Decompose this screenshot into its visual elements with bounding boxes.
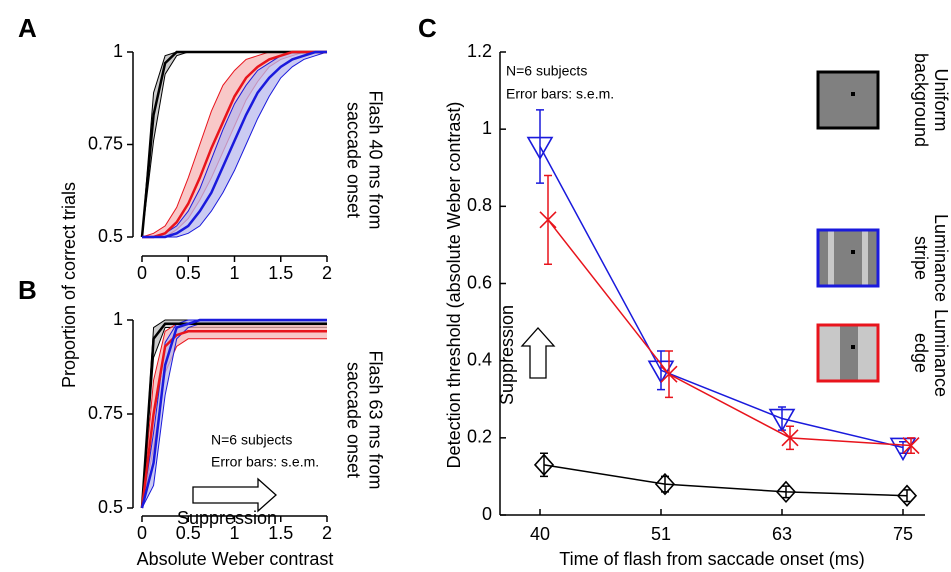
marker	[526, 136, 554, 161]
side-annotation: Flash 40 ms from	[365, 90, 385, 229]
x-tick-label: 2	[322, 263, 332, 283]
series-line	[539, 146, 904, 449]
x-tick-label: 40	[530, 524, 550, 544]
side-annotation: Flash 63 ms from	[365, 350, 385, 489]
x-tick-label: 2	[322, 523, 332, 543]
note: Error bars: s.e.m.	[211, 454, 319, 470]
legend-label: Uniformbackground	[911, 53, 951, 147]
side-annotation: saccade onset	[343, 102, 363, 218]
arrow-label: Suppression	[497, 305, 517, 405]
marker	[896, 484, 918, 507]
marker	[533, 453, 555, 477]
y-tick-label: 0.5	[98, 497, 123, 517]
confidence-band	[142, 52, 327, 237]
legend-label: Luminancestripe	[911, 214, 951, 302]
error-bar	[782, 485, 790, 499]
y-tick-label: 0.2	[467, 427, 492, 447]
legend-icon	[816, 70, 880, 130]
icon-stripe	[862, 230, 868, 286]
legend-label-line: Luminance	[931, 214, 951, 302]
x-tick-label: 0	[137, 523, 147, 543]
icon-bg	[818, 230, 878, 286]
y-tick-label: 0	[482, 504, 492, 524]
curve	[140, 322, 327, 509]
curve	[140, 318, 327, 509]
note: N=6 subjects	[506, 63, 587, 79]
marker	[660, 365, 678, 383]
arrow-label: Suppression	[177, 508, 277, 528]
icon-border	[816, 70, 880, 130]
legend-label-line: background	[911, 53, 931, 147]
marker	[902, 436, 920, 455]
note: N=6 subjects	[211, 432, 292, 448]
y-tick-label: 1.2	[467, 41, 492, 61]
icon-border	[816, 228, 880, 288]
panel-letter: C	[418, 13, 437, 43]
legend-label: Luminanceedge	[911, 309, 951, 397]
legend-label-line: stripe	[911, 236, 931, 280]
x-tick-label: 1	[229, 523, 239, 543]
y-tick-label: 1	[113, 309, 123, 329]
panel-letter: B	[18, 275, 37, 305]
marker	[768, 408, 796, 433]
y-tick-label: 0.75	[88, 403, 123, 423]
series-line	[547, 219, 912, 447]
x-tick-label: 0	[137, 263, 147, 283]
x-tick-label: 63	[772, 524, 792, 544]
icon-fixation	[851, 345, 855, 349]
x-axis-label: Time of flash from saccade onset (ms)	[559, 549, 864, 569]
y-tick-label: 1	[482, 118, 492, 138]
x-tick-label: 1.5	[268, 523, 293, 543]
icon-half	[858, 325, 878, 381]
x-tick-label: 75	[893, 524, 913, 544]
error-bar	[540, 452, 548, 478]
marker	[775, 480, 797, 504]
panel-letter: A	[18, 13, 37, 43]
legend-icon	[816, 323, 880, 383]
legend-label-line: Luminance	[931, 309, 951, 397]
y-tick-label: 0.75	[88, 133, 123, 153]
x-tick-label: 0.5	[176, 263, 201, 283]
side-annotation: saccade onset	[343, 362, 363, 478]
y-tick-label: 0.6	[467, 272, 492, 292]
y-tick-label: 0.4	[467, 349, 492, 369]
curve	[142, 50, 327, 239]
x-tick-label: 1	[229, 263, 239, 283]
y-axis-label: Proportion of correct trials	[59, 182, 79, 388]
x-axis-label: Absolute Weber contrast	[137, 549, 334, 569]
suppression-arrow	[192, 477, 277, 513]
x-tick-label: 1.5	[268, 263, 293, 283]
error-bar	[536, 109, 544, 184]
error-bar	[903, 489, 911, 503]
x-tick-label: 0.5	[176, 523, 201, 543]
marker	[539, 211, 557, 229]
icon-bg	[818, 72, 878, 128]
legend-label-line: Uniform	[931, 68, 951, 131]
legend-icon	[816, 228, 880, 288]
y-tick-label: 0.8	[467, 195, 492, 215]
y-tick-label: 1	[113, 41, 123, 61]
y-axis-label: Detection threshold (absolute Weber cont…	[444, 102, 464, 469]
note: Error bars: s.e.m.	[506, 86, 614, 102]
icon-stripe	[828, 230, 834, 286]
marker	[781, 429, 799, 447]
icon-fixation	[851, 250, 855, 254]
confidence-band	[142, 52, 327, 237]
marker	[654, 472, 676, 496]
icon-half	[818, 325, 840, 381]
x-tick-label: 51	[651, 524, 671, 544]
curve	[142, 50, 327, 239]
legend-label-line: edge	[911, 333, 931, 373]
icon-fixation	[851, 92, 855, 96]
suppression-arrow	[520, 327, 556, 379]
series-line	[543, 464, 908, 497]
y-tick-label: 0.5	[98, 226, 123, 246]
icon-border	[816, 323, 880, 383]
band-lower	[142, 51, 328, 238]
